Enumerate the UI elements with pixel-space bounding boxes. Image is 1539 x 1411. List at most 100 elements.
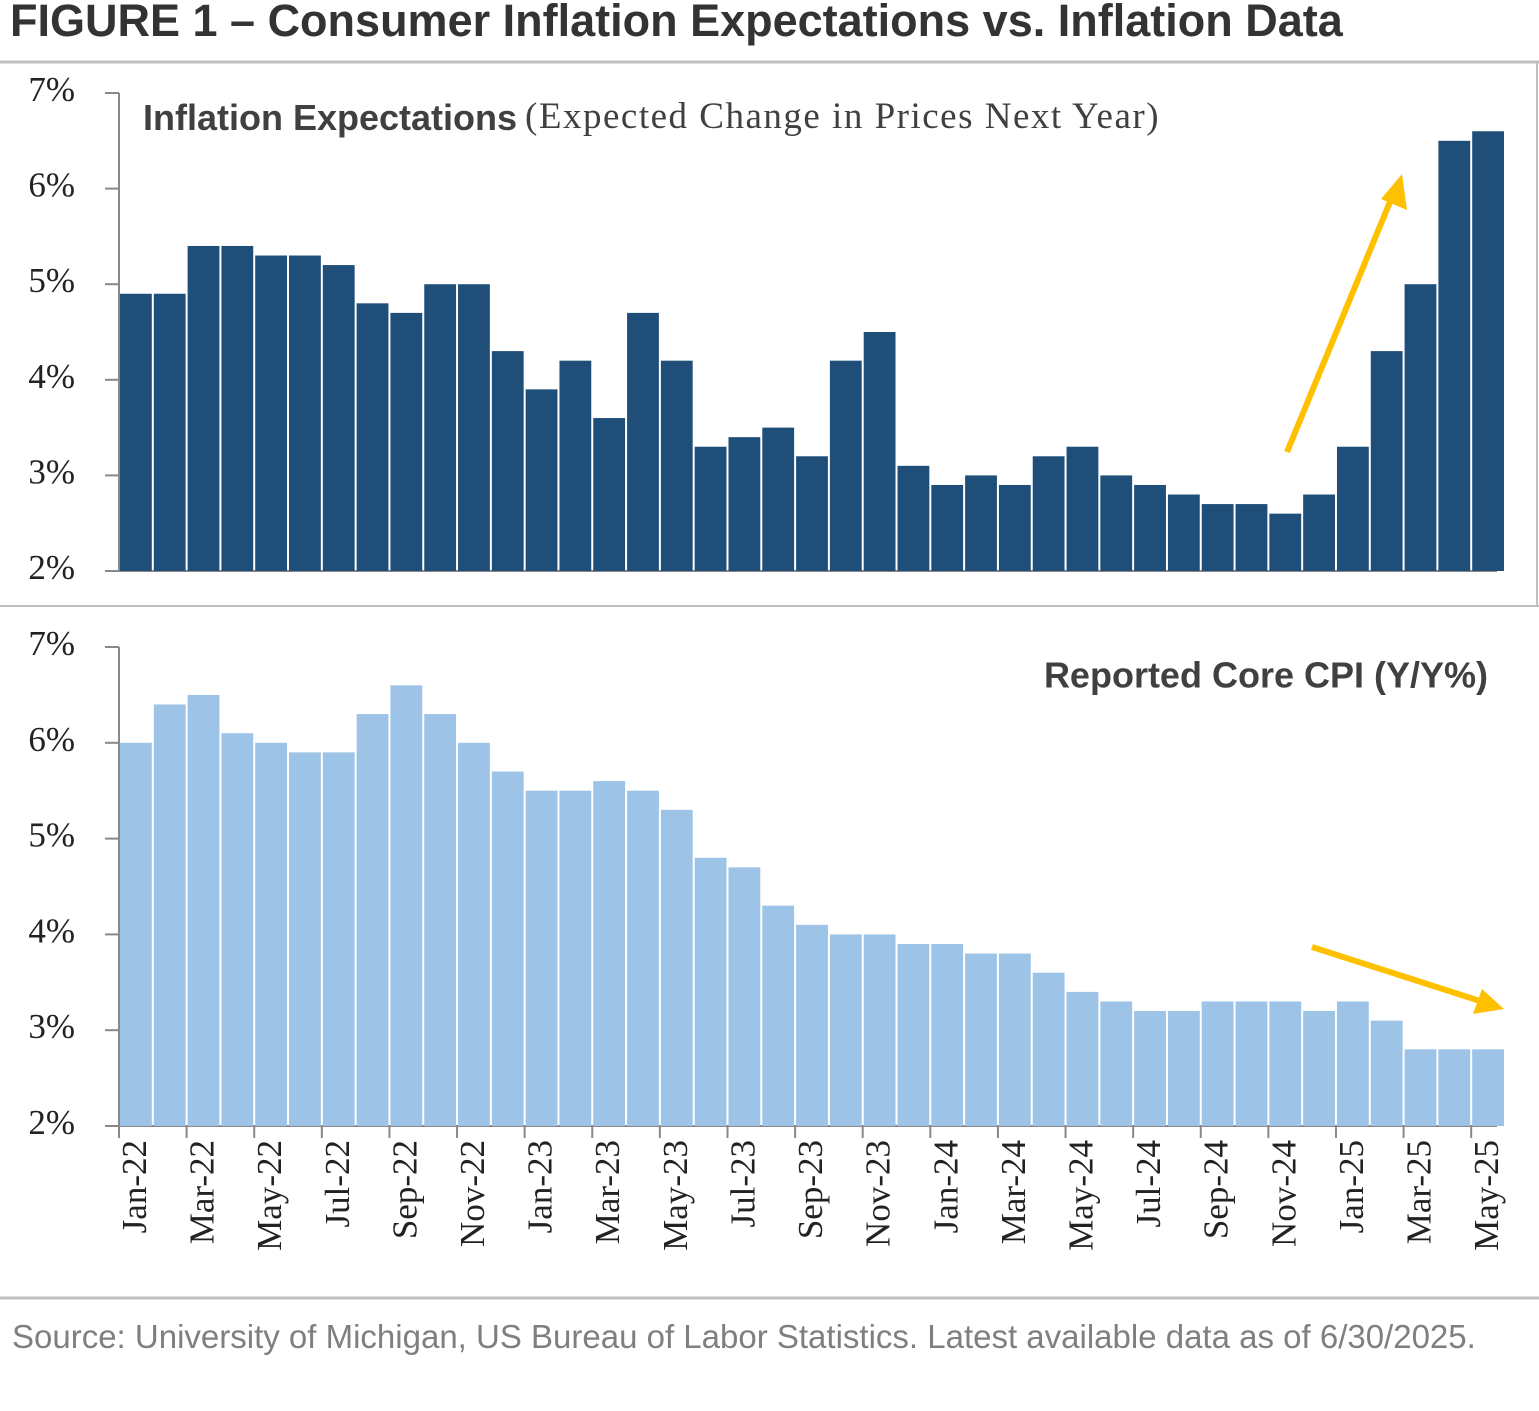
x-tick-label: Mar-24 (994, 1140, 1033, 1244)
bar (289, 255, 321, 571)
bar (1235, 1001, 1268, 1126)
bar (120, 293, 152, 571)
bar (1201, 1001, 1234, 1126)
x-tick-label: Sep-22 (385, 1140, 424, 1239)
x-tick-label: Jul-22 (318, 1140, 357, 1228)
bar (998, 953, 1031, 1126)
x-tick-label: May-25 (1467, 1140, 1506, 1251)
bar (796, 456, 828, 571)
bar (1370, 1020, 1403, 1126)
bar (1167, 494, 1200, 571)
x-tick-label: Jan-25 (1332, 1140, 1371, 1233)
bar (559, 360, 592, 571)
bar (1303, 1011, 1335, 1126)
bar (1066, 446, 1099, 571)
figure-title: FIGURE 1 – Consumer Inflation Expectatio… (10, 0, 1344, 46)
bar (1404, 284, 1437, 571)
bar (1167, 1011, 1200, 1126)
bar (255, 742, 288, 1126)
x-tick-label: Jan-23 (521, 1140, 560, 1233)
bar (1472, 131, 1504, 572)
bar (660, 360, 693, 571)
bar (998, 484, 1031, 571)
panel-title-note: (Expected Change in Prices Next Year) (525, 96, 1160, 137)
bar (1336, 446, 1369, 571)
bar (762, 427, 795, 571)
bar (491, 771, 524, 1126)
x-tick-label: Nov-23 (859, 1140, 898, 1247)
bar (322, 752, 355, 1126)
bar (424, 714, 457, 1126)
bar (931, 484, 964, 571)
bar (1404, 1049, 1437, 1126)
bar (491, 351, 524, 571)
panel-title-main: Inflation Expectations (143, 97, 517, 138)
y-tick-label: 6% (28, 166, 75, 205)
bar (289, 752, 321, 1126)
bar (458, 284, 490, 571)
y-tick-label: 4% (28, 357, 75, 396)
bar (627, 790, 659, 1126)
bar (1032, 456, 1065, 571)
x-tick-label: Mar-22 (183, 1140, 222, 1244)
x-tick-label: Jul-24 (1129, 1140, 1168, 1228)
x-tick-label: Nov-24 (1264, 1140, 1303, 1247)
bar (559, 790, 592, 1126)
bar (1269, 513, 1302, 571)
bar (525, 790, 558, 1126)
bar (897, 943, 930, 1126)
bar (120, 742, 152, 1126)
x-tick-label: Jul-23 (723, 1140, 762, 1228)
y-tick-label: 7% (28, 70, 75, 109)
y-tick-label: 7% (28, 624, 75, 663)
bar (255, 255, 288, 571)
bar (593, 781, 626, 1126)
y-tick-label: 3% (28, 452, 75, 491)
bar (829, 360, 862, 571)
bar (221, 733, 254, 1126)
bar (187, 694, 220, 1126)
bar (322, 265, 355, 571)
bar (1438, 140, 1471, 572)
x-tick-label: May-24 (1061, 1140, 1100, 1251)
bar (1269, 1001, 1302, 1126)
bar (1438, 1049, 1471, 1126)
bar (694, 857, 727, 1126)
bar (660, 809, 693, 1126)
bar (1100, 1001, 1133, 1126)
bar (1100, 475, 1133, 571)
bar (187, 245, 220, 571)
bar (965, 953, 997, 1126)
bar (525, 389, 558, 571)
y-tick-label: 3% (28, 1007, 75, 1046)
bar (863, 332, 896, 571)
bar (424, 284, 457, 571)
source-note: Source: University of Michigan, US Burea… (12, 1318, 1476, 1355)
bar (1370, 351, 1403, 571)
y-tick-label: 4% (28, 911, 75, 950)
bar (1472, 1049, 1504, 1126)
bar (694, 446, 727, 571)
bar (1066, 991, 1099, 1126)
y-tick-label: 5% (28, 261, 75, 300)
bar (728, 437, 761, 571)
x-tick-label: Sep-23 (791, 1140, 830, 1239)
bar (931, 943, 964, 1126)
bar (390, 685, 423, 1126)
chart: FIGURE 1 – Consumer Inflation Expectatio… (0, 0, 1539, 1300)
panel-title: Reported Core CPI (Y/Y%) (1044, 655, 1488, 696)
bar (153, 704, 186, 1126)
bar (356, 714, 389, 1126)
bar (897, 465, 930, 571)
bar (153, 293, 186, 571)
bar (965, 475, 997, 571)
panel-title: Inflation Expectations (Expected Change i… (143, 96, 1160, 137)
plots: 2% 3% 4% 5% 6% 7% 2% 3% 4% 5% 6% 7% Jan-22 Mar-22 May-… (28, 70, 1506, 1251)
bar (1134, 1011, 1166, 1126)
x-tick-label: Jan-22 (115, 1140, 154, 1233)
x-tick-label: Mar-25 (1400, 1140, 1439, 1244)
bar (356, 303, 389, 571)
bar (593, 418, 626, 571)
x-tick-label: Jan-24 (926, 1140, 965, 1233)
